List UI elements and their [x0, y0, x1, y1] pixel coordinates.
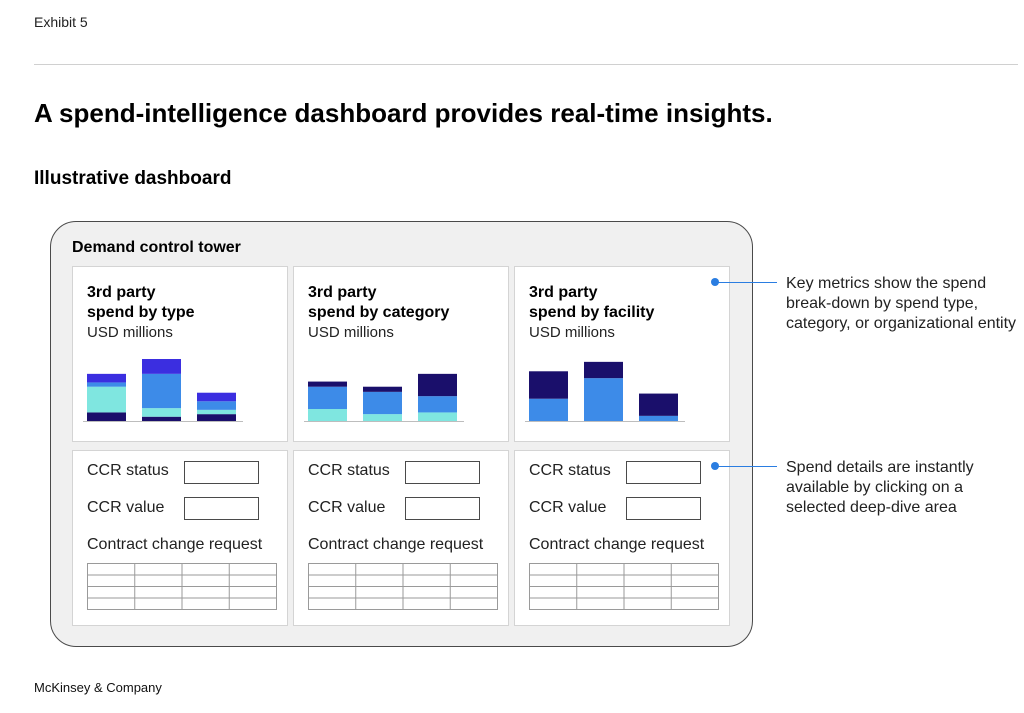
contract-change-request-table[interactable] [308, 563, 499, 610]
ccr-value-field[interactable] [626, 497, 701, 520]
details-panel-type: CCR status CCR value Contract change req… [72, 450, 288, 626]
panel-title-line2: spend by type [87, 304, 195, 321]
spend-by-type-chart [83, 359, 243, 422]
contract-change-request-label: Contract change request [529, 536, 705, 553]
bar-segment [418, 412, 457, 421]
details-panel-category: CCR status CCR value Contract change req… [293, 450, 509, 626]
bar-segment [308, 381, 347, 387]
panel-title-line2: spend by facility [529, 304, 655, 321]
callout-leader-details [715, 466, 777, 467]
spend-by-facility-chart [525, 361, 685, 422]
callout-leader-metrics [715, 282, 777, 283]
panel-title-line1: 3rd party [308, 284, 377, 301]
spend-by-category-chart [304, 373, 464, 422]
bar-segment [87, 386, 126, 413]
callout-details: Spend details are instantly available by… [786, 459, 974, 516]
ccr-status-field[interactable] [626, 461, 701, 484]
bar-segment [308, 386, 347, 409]
panel-title: 3rd party spend by category [308, 283, 449, 323]
ccr-value-label: CCR value [308, 499, 386, 516]
bar-segment [87, 382, 126, 387]
details-panel-facility: CCR status CCR value Contract change req… [514, 450, 730, 626]
callout-metrics: Key metrics show the spend break-down by… [786, 275, 1017, 332]
bar-segment [529, 398, 568, 421]
exhibit-label: Exhibit 5 [34, 14, 88, 30]
ccr-status-field[interactable] [405, 461, 480, 484]
bar-segment [639, 415, 678, 421]
spend-by-type-panel[interactable]: 3rd party spend by type USD millions [72, 266, 288, 442]
ccr-value-label: CCR value [87, 499, 165, 516]
bar-segment [87, 412, 126, 421]
bar-segment [584, 378, 623, 421]
bar-segment [197, 392, 236, 402]
ccr-status-field[interactable] [184, 461, 259, 484]
contract-change-request-table[interactable] [529, 563, 720, 610]
contract-change-request-label: Contract change request [308, 536, 484, 553]
bar-segment [363, 414, 402, 421]
page-title: A spend-intelligence dashboard provides … [34, 98, 773, 128]
bar-segment [363, 386, 402, 392]
bar-segment [418, 396, 457, 413]
contract-change-request-label: Contract change request [87, 536, 263, 553]
ccr-value-field[interactable] [184, 497, 259, 520]
panel-unit: USD millions [308, 324, 394, 341]
ccr-status-label: CCR status [529, 462, 611, 479]
panel-title-line2: spend by category [308, 304, 450, 321]
dashboard-title: Demand control tower [72, 239, 241, 256]
bar-segment [363, 391, 402, 415]
bar-segment [197, 409, 236, 415]
bar-segment [142, 408, 181, 417]
panel-title-line1: 3rd party [87, 284, 156, 301]
ccr-status-label: CCR status [308, 462, 390, 479]
panel-unit: USD millions [87, 324, 173, 341]
bar-segment [142, 359, 181, 374]
bar-segment [639, 393, 678, 416]
panel-title-line1: 3rd party [529, 284, 598, 301]
bar-segment [418, 373, 457, 397]
brand-footer: McKinsey & Company [34, 680, 162, 695]
bar-segment [197, 401, 236, 410]
bar-segment [308, 409, 347, 421]
panel-title: 3rd party spend by type [87, 283, 195, 323]
bar-segment [197, 414, 236, 421]
spend-by-category-panel[interactable]: 3rd party spend by category USD millions [293, 266, 509, 442]
panel-unit: USD millions [529, 324, 615, 341]
ccr-status-label: CCR status [87, 462, 169, 479]
bar-segment [87, 373, 126, 383]
ccr-value-label: CCR value [529, 499, 607, 516]
page-subtitle: Illustrative dashboard [34, 168, 232, 189]
bar-segment [142, 373, 181, 409]
bar-segment [142, 416, 181, 421]
bar-segment [584, 361, 623, 379]
panel-title: 3rd party spend by facility [529, 283, 654, 323]
contract-change-request-table[interactable] [87, 563, 278, 610]
bar-segment [529, 371, 568, 399]
spend-by-facility-panel[interactable]: 3rd party spend by facility USD millions [514, 266, 730, 442]
ccr-value-field[interactable] [405, 497, 480, 520]
header-divider [34, 64, 1018, 65]
